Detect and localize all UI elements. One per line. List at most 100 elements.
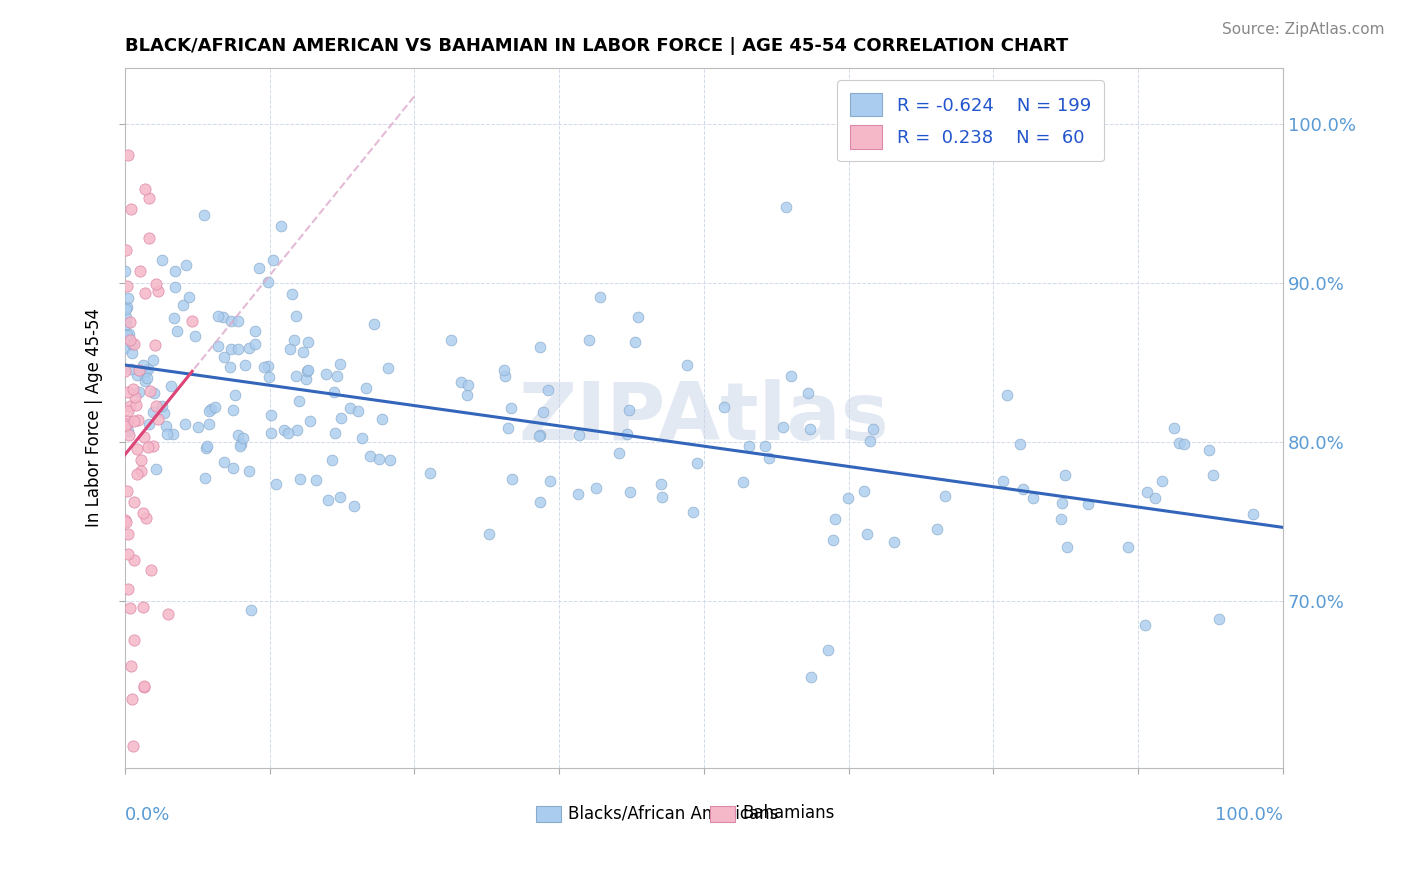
Point <box>285 309 308 323</box>
Point <box>127 413 149 427</box>
Point <box>339 401 361 416</box>
Point <box>114 419 136 434</box>
Point <box>114 513 136 527</box>
Point <box>125 467 148 481</box>
Point <box>616 426 638 441</box>
Point <box>118 399 141 413</box>
Point <box>619 485 641 500</box>
Point <box>117 527 139 541</box>
Point <box>142 353 165 368</box>
Point <box>238 341 260 355</box>
Point <box>174 417 197 432</box>
Point <box>245 337 267 351</box>
Point <box>257 359 280 373</box>
Point <box>1243 507 1265 521</box>
Point <box>456 387 478 401</box>
Point <box>132 680 155 694</box>
Point <box>148 412 170 426</box>
Point <box>122 414 145 428</box>
Point <box>501 472 523 486</box>
Point <box>298 414 321 428</box>
Point <box>1143 491 1166 505</box>
Point <box>155 419 177 434</box>
Point <box>128 384 150 399</box>
Point <box>120 601 142 615</box>
Point <box>1208 612 1230 626</box>
Point <box>713 400 735 414</box>
Text: Bahamians: Bahamians <box>742 805 835 822</box>
Point <box>260 426 283 441</box>
Point <box>134 368 156 383</box>
Point <box>132 506 155 520</box>
Point <box>207 339 229 353</box>
Point <box>146 285 169 299</box>
Point <box>775 200 797 214</box>
Point <box>285 368 308 383</box>
Point <box>142 439 165 453</box>
Point <box>127 442 149 457</box>
Point <box>852 483 875 498</box>
Point <box>1077 497 1099 511</box>
Point <box>132 430 155 444</box>
Point <box>589 290 612 304</box>
Point <box>294 372 316 386</box>
Point <box>115 328 138 343</box>
Point <box>226 342 249 356</box>
Point <box>135 364 157 378</box>
Point <box>115 317 138 331</box>
Point <box>204 400 226 414</box>
Point <box>162 426 184 441</box>
Point <box>122 633 145 648</box>
Point <box>187 420 209 434</box>
Point <box>287 393 309 408</box>
Point <box>163 263 186 277</box>
Point <box>195 439 218 453</box>
Point <box>619 402 641 417</box>
Point <box>143 386 166 401</box>
Point <box>772 420 794 434</box>
Point <box>159 378 181 392</box>
Point <box>527 429 550 443</box>
Point <box>800 670 823 684</box>
Point <box>1022 491 1045 505</box>
Point <box>363 317 385 331</box>
Point <box>219 359 242 374</box>
Point <box>150 252 173 267</box>
Point <box>824 512 846 526</box>
Point <box>212 310 235 324</box>
Point <box>650 477 672 491</box>
Point <box>200 402 222 417</box>
Point <box>1056 540 1078 554</box>
Point <box>135 511 157 525</box>
Point <box>166 324 188 338</box>
Point <box>1198 442 1220 457</box>
Point <box>934 489 956 503</box>
Point <box>193 208 215 222</box>
Point <box>315 367 337 381</box>
Point <box>277 425 299 440</box>
Point <box>883 535 905 549</box>
Point <box>253 359 276 374</box>
Point <box>1168 435 1191 450</box>
Point <box>114 515 136 529</box>
Point <box>156 426 179 441</box>
Point <box>222 403 245 417</box>
Point <box>115 301 138 316</box>
Point <box>1049 512 1071 526</box>
Point <box>118 428 141 442</box>
Point <box>257 276 280 290</box>
Text: Blacks/African Americans: Blacks/African Americans <box>568 805 779 822</box>
Point <box>232 431 254 445</box>
Point <box>145 462 167 476</box>
Point <box>371 411 394 425</box>
Point <box>288 472 311 486</box>
Point <box>226 314 249 328</box>
Point <box>114 310 136 324</box>
Point <box>257 369 280 384</box>
Point <box>114 341 136 355</box>
Point <box>117 404 139 418</box>
Point <box>478 526 501 541</box>
Point <box>117 424 139 438</box>
Point <box>682 506 704 520</box>
Point <box>150 399 173 413</box>
